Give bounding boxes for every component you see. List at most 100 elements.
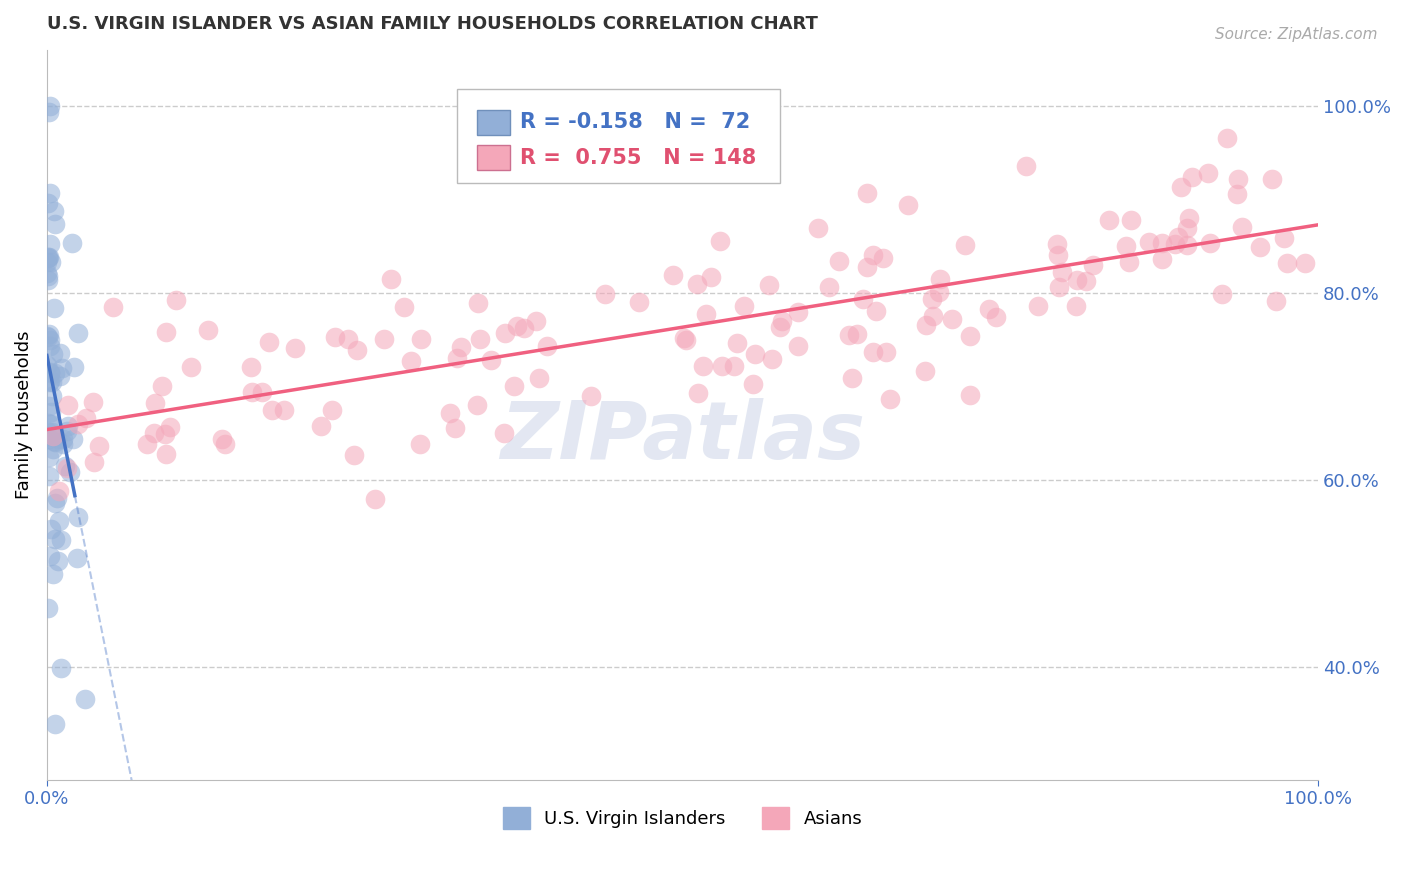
Point — [959, 388, 981, 402]
Point — [211, 432, 233, 446]
Point — [37, 250, 59, 264]
Point — [37, 255, 59, 269]
Point — [686, 277, 709, 292]
Point — [673, 331, 696, 345]
Point — [35, 266, 58, 280]
Point — [39, 99, 62, 113]
Point — [1264, 293, 1286, 308]
Point — [284, 341, 307, 355]
Point — [770, 313, 793, 327]
Point — [1066, 273, 1088, 287]
Text: R = -0.158   N =  72: R = -0.158 N = 72 — [520, 112, 751, 132]
Point — [1121, 213, 1143, 227]
Point — [725, 335, 748, 350]
Point — [155, 426, 177, 441]
Point — [758, 277, 780, 292]
Point — [321, 403, 343, 417]
Point — [1177, 238, 1199, 252]
Point — [135, 436, 157, 450]
Point — [470, 332, 492, 346]
Point — [75, 411, 97, 425]
Point — [1074, 274, 1097, 288]
Point — [1026, 299, 1049, 313]
Y-axis label: Family Households: Family Households — [15, 330, 32, 499]
Point — [37, 600, 59, 615]
Text: U.S. VIRGIN ISLANDER VS ASIAN FAMILY HOUSEHOLDS CORRELATION CHART: U.S. VIRGIN ISLANDER VS ASIAN FAMILY HOU… — [46, 15, 818, 33]
Point — [977, 301, 1000, 316]
Point — [82, 394, 104, 409]
Point — [928, 285, 950, 299]
Point — [941, 311, 963, 326]
Point — [257, 334, 280, 349]
Point — [929, 271, 952, 285]
Point — [662, 268, 685, 283]
Point — [67, 326, 90, 340]
Point — [686, 386, 709, 401]
Point — [62, 359, 84, 374]
Point — [260, 403, 283, 417]
Point — [38, 105, 60, 120]
Point — [513, 321, 536, 335]
Point — [1170, 180, 1192, 194]
Point — [150, 378, 173, 392]
Point — [49, 368, 72, 383]
Point — [51, 361, 73, 376]
Point — [862, 345, 884, 359]
Point — [1137, 235, 1160, 249]
Point — [536, 338, 558, 352]
Point — [503, 378, 526, 392]
Point — [769, 319, 792, 334]
Point — [733, 300, 755, 314]
Point — [39, 549, 62, 564]
Point — [364, 491, 387, 506]
Point — [49, 661, 72, 675]
Point — [787, 305, 810, 319]
Point — [1046, 247, 1069, 261]
Point — [852, 292, 875, 306]
Point — [155, 325, 177, 339]
Point — [58, 466, 80, 480]
Point — [1167, 229, 1189, 244]
Point — [39, 186, 62, 200]
Point — [1272, 231, 1295, 245]
Point — [711, 359, 734, 373]
Point — [37, 329, 59, 343]
Point — [695, 307, 717, 321]
Point — [494, 326, 516, 340]
Point — [42, 346, 65, 360]
Point — [1197, 166, 1219, 180]
Point — [856, 260, 879, 274]
Point — [37, 329, 59, 343]
Point — [165, 293, 187, 307]
Point — [38, 338, 60, 352]
Point — [42, 442, 65, 456]
Point — [159, 419, 181, 434]
Text: ZIPatlas: ZIPatlas — [501, 398, 865, 475]
Point — [692, 359, 714, 374]
Point — [42, 566, 65, 581]
Point — [252, 384, 274, 399]
Point — [101, 300, 124, 314]
Point — [45, 432, 67, 446]
Point — [66, 417, 89, 431]
Point — [409, 436, 432, 450]
Point — [142, 425, 165, 440]
Point — [44, 217, 66, 231]
Point — [39, 405, 62, 419]
Point — [1163, 236, 1185, 251]
Point — [922, 309, 945, 323]
Point — [817, 279, 839, 293]
Point — [38, 327, 60, 342]
Point — [38, 399, 60, 413]
Point — [37, 416, 59, 430]
Point — [392, 300, 415, 314]
Point — [506, 318, 529, 333]
Point — [675, 334, 697, 348]
Point — [828, 254, 851, 268]
Point — [1277, 256, 1299, 270]
Text: R =  0.755   N = 148: R = 0.755 N = 148 — [520, 148, 756, 168]
Point — [373, 331, 395, 345]
Point — [1098, 212, 1121, 227]
Point — [1180, 170, 1202, 185]
Point — [914, 364, 936, 378]
